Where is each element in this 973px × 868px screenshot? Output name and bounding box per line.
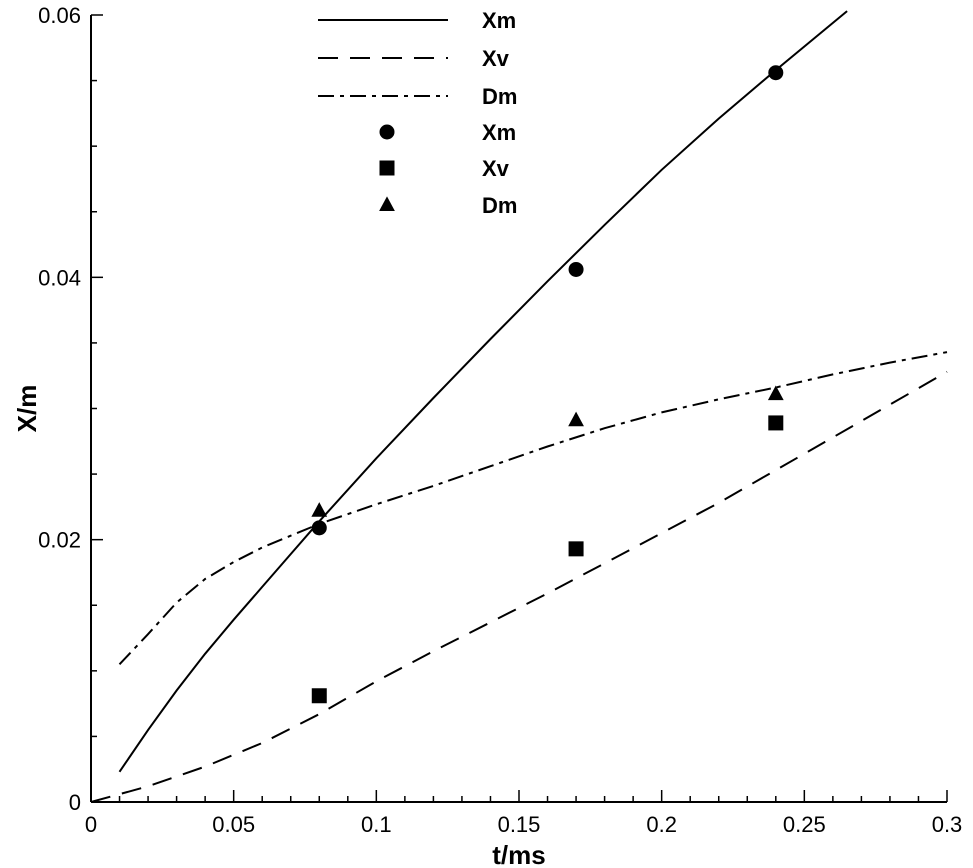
series-line-dm-dashdot: [118, 351, 948, 665]
x-tick-label: 0.1: [361, 812, 392, 837]
plot-frame: [90, 15, 947, 803]
legend: Xm Xv Dm Xm Xv Dm: [318, 8, 517, 218]
tick-labels: 0 0.05 0.1 0.15 0.2 0.25 0.3 0 0.02 0.04 0.06: [38, 3, 962, 837]
marker-dm-triangle: [568, 411, 584, 427]
marker-xm-circle: [568, 261, 584, 277]
axis-ticks: [90, 14, 948, 803]
y-tick-label: 0: [69, 790, 81, 815]
legend-label-xm: Xm: [482, 8, 516, 33]
y-tick-label: 0.06: [38, 3, 81, 28]
x-axis-title: t/ms: [492, 840, 545, 868]
marker-xm-circle: [768, 65, 784, 81]
legend-label-xv: Xv: [482, 156, 510, 181]
x-tick-label: 0.3: [932, 812, 963, 837]
x-tick-label: 0.2: [646, 812, 677, 837]
x-tick-label: 0: [85, 812, 97, 837]
y-tick-label: 0.04: [38, 265, 81, 290]
legend-label-xv: Xv: [482, 46, 510, 71]
series-line-xv-dashed: [90, 370, 948, 803]
marker-xv-square: [768, 415, 784, 431]
y-axis-title: X/m: [12, 385, 42, 433]
legend-label-dm: Dm: [482, 84, 517, 109]
legend-label-xm: Xm: [482, 120, 516, 145]
marker-dm-triangle: [767, 385, 784, 401]
series-line-xm-solid: [118, 10, 848, 773]
legend-label-dm: Dm: [482, 193, 517, 218]
y-tick-label: 0.02: [38, 528, 81, 553]
marker-xv-square: [311, 688, 327, 704]
series-layer: [90, 10, 948, 803]
marker-xv-square: [568, 541, 584, 557]
legend-marker-xm-circle: [379, 124, 395, 140]
legend-marker-dm-triangle: [379, 196, 395, 211]
x-tick-label: 0.15: [498, 812, 541, 837]
marker-dm-triangle: [311, 502, 328, 517]
marker-xm-circle: [311, 520, 327, 536]
legend-marker-xv-square: [379, 160, 395, 176]
x-tick-label: 0.05: [212, 812, 255, 837]
x-tick-label: 0.25: [783, 812, 826, 837]
